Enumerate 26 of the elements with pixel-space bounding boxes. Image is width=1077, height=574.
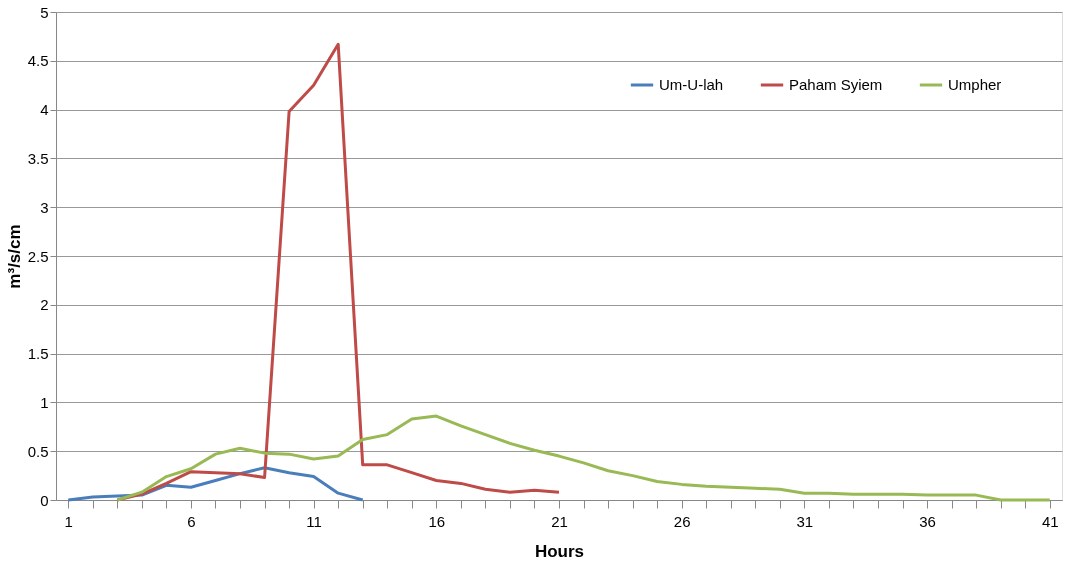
x-tick-label: 41 bbox=[1041, 512, 1059, 530]
x-tick-label: 6 bbox=[187, 512, 196, 530]
y-tick-label: 4.5 bbox=[27, 52, 49, 70]
line-series bbox=[115, 414, 1052, 502]
legend-label: Umpher bbox=[948, 76, 1002, 93]
y-axis-title: m³/s/cm bbox=[4, 224, 24, 289]
y-tick-label: 1.5 bbox=[27, 345, 49, 363]
y-tick-label: 2.5 bbox=[27, 247, 49, 265]
x-tick-label: 21 bbox=[551, 512, 568, 530]
legend-label: Paham Syiem bbox=[789, 76, 883, 93]
y-tick-label: 0.5 bbox=[27, 442, 49, 460]
x-tick-label: 16 bbox=[428, 512, 446, 530]
x-tick-label: 1 bbox=[64, 512, 73, 530]
x-tick-label: 36 bbox=[919, 512, 936, 530]
y-tick-label: 4 bbox=[40, 101, 49, 119]
x-tick-label: 31 bbox=[796, 512, 814, 530]
legend-label: Um-U-lah bbox=[659, 76, 724, 93]
y-tick-label: 5 bbox=[40, 3, 49, 21]
y-tick-label: 1 bbox=[40, 393, 49, 411]
y-tick-label: 3.5 bbox=[27, 149, 49, 167]
x-tick-label: 11 bbox=[306, 512, 322, 530]
y-tick-label: 0 bbox=[40, 491, 49, 509]
x-tick-label: 26 bbox=[673, 512, 691, 530]
y-tick-label: 2 bbox=[40, 296, 49, 314]
y-tick-label: 3 bbox=[40, 198, 49, 216]
x-axis-title: Hours bbox=[534, 541, 585, 561]
